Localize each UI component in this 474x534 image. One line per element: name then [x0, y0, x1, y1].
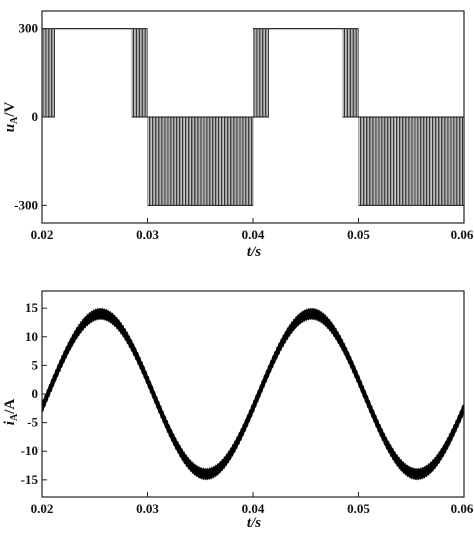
voltage-pwm-block: [342, 28, 359, 118]
voltage-y-tick-label: 300: [19, 21, 39, 36]
current-y-axis-label: iA/A: [2, 399, 20, 426]
voltage-x-tick-label: 0.04: [242, 227, 265, 242]
current-y-tick-label: -10: [21, 443, 38, 458]
current-y-ticks: 15 10 5 0 -5 -10 -15: [21, 300, 47, 487]
current-waveform-line: [41, 308, 465, 480]
current-y-tick-label: 15: [25, 300, 39, 315]
voltage-pwm-block: [147, 116, 254, 206]
current-chart: 0.02 0.03 0.04 0.05 0.06 15 10 5 0 -5 -1…: [2, 290, 474, 531]
voltage-y-ticks: 300 0 -300: [14, 21, 47, 212]
current-y-tick-label: 5: [32, 357, 39, 372]
voltage-pwm-block: [253, 28, 269, 118]
voltage-y-tick-label: -300: [14, 197, 38, 212]
voltage-waveform: [42, 28, 465, 206]
voltage-pwm-block: [42, 28, 55, 118]
voltage-x-tick-label: 0.05: [347, 227, 370, 242]
voltage-x-tick-label: 0.03: [136, 227, 159, 242]
current-y-tick-label: -15: [21, 472, 39, 487]
voltage-y-tick-label: 0: [32, 109, 39, 124]
voltage-chart: 0.02 0.03 0.04 0.05 0.06 300 0 -300 t/s …: [2, 10, 474, 260]
current-x-tick-label: 0.04: [242, 501, 265, 516]
current-y-tick-label: 0: [32, 386, 39, 401]
voltage-pwm-block: [131, 28, 148, 118]
voltage-x-tick-label: 0.02: [31, 227, 54, 242]
current-y-tick-label: 10: [25, 329, 38, 344]
voltage-x-ticks: 0.02 0.03 0.04 0.05 0.06: [31, 218, 474, 242]
current-ripple-band: [41, 307, 465, 481]
voltage-x-axis-label: t/s: [247, 244, 261, 260]
voltage-y-axis-label: uA/V: [2, 102, 20, 133]
current-x-ticks: 0.02 0.03 0.04 0.05 0.06: [31, 492, 474, 516]
current-waveform: [41, 307, 465, 481]
current-x-axis-label: t/s: [247, 515, 261, 531]
current-x-tick-label: 0.06: [451, 501, 474, 516]
current-x-tick-label: 0.05: [347, 501, 370, 516]
voltage-pwm-block: [358, 116, 465, 206]
current-x-tick-label: 0.02: [31, 501, 54, 516]
current-x-tick-label: 0.03: [136, 501, 159, 516]
current-y-tick-label: -5: [27, 415, 38, 430]
voltage-x-tick-label: 0.06: [451, 227, 474, 242]
